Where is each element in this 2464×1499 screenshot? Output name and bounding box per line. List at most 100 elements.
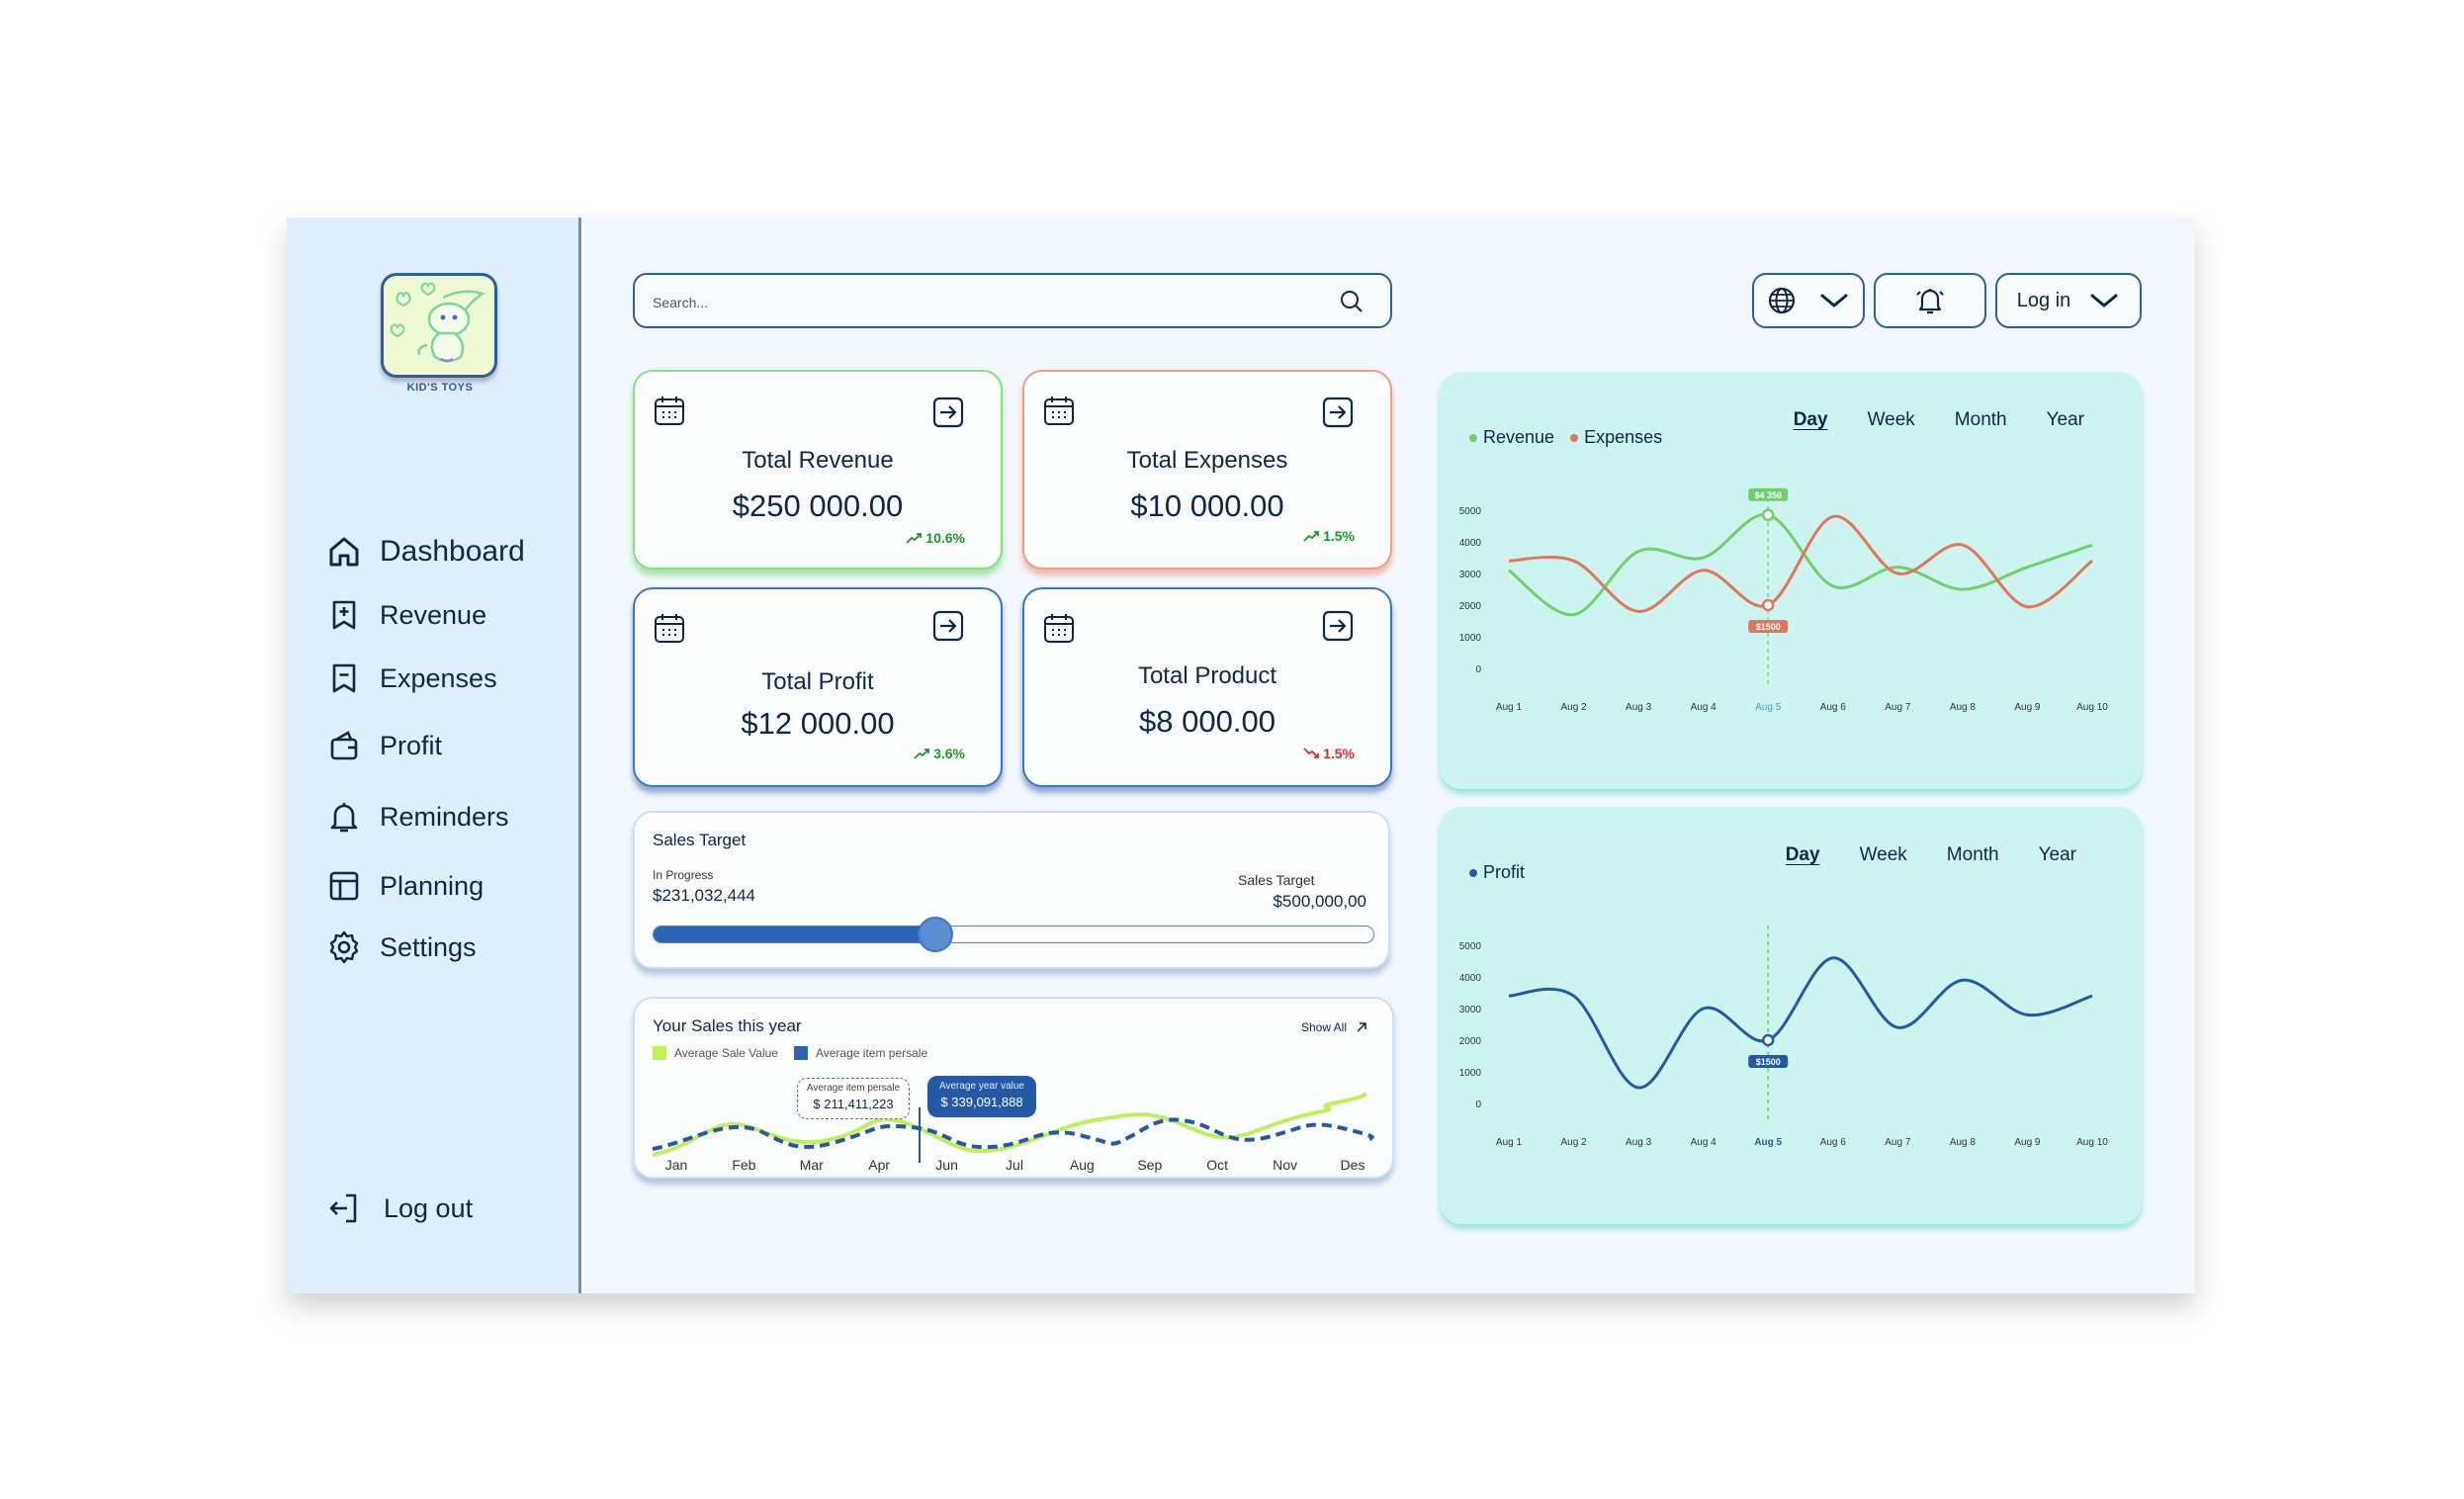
month-label: Mar <box>799 1157 824 1173</box>
card-title: Total Revenue <box>742 447 894 474</box>
change-badge: 1.5% <box>1303 528 1355 544</box>
highlight-point <box>1761 508 1775 522</box>
tooltip-label: Average item persale <box>806 1083 901 1094</box>
brand-logo[interactable] <box>381 273 497 378</box>
highlight-point <box>1761 1033 1775 1047</box>
layout-icon <box>329 871 359 901</box>
change-badge: 3.6% <box>914 746 965 761</box>
trend-down-icon <box>1303 748 1319 758</box>
sidebar-item-dashboard[interactable]: Dashboard <box>326 534 525 570</box>
tooltip-average-item: Average item persale $ 211,411,223 <box>797 1078 910 1119</box>
open-arrow-icon[interactable] <box>1321 609 1355 643</box>
card-value: $10 000.00 <box>1130 488 1284 523</box>
card-title: Total Profit <box>761 668 874 695</box>
home-icon <box>329 537 359 567</box>
open-arrow-icon[interactable] <box>931 396 965 429</box>
sidebar-item-expenses[interactable]: Expenses <box>326 661 497 696</box>
language-dropdown[interactable] <box>1752 273 1865 328</box>
tab-month[interactable]: Month <box>1946 844 1999 865</box>
calendar-icon <box>655 614 684 643</box>
x-tick-label: Aug 8 <box>1950 1137 1977 1148</box>
tooltip-value: $ 211,411,223 <box>813 1097 894 1111</box>
tab-year[interactable]: Year <box>2038 844 2076 865</box>
legend-item-profit: Profit <box>1469 862 1525 883</box>
series-line-expenses <box>1508 514 2093 613</box>
x-tick-label: Aug 1 <box>1496 1137 1523 1148</box>
sidebar-item-revenue[interactable]: Revenue <box>326 597 486 633</box>
month-label: Jul <box>1006 1157 1023 1173</box>
tab-day[interactable]: Day <box>1785 844 1820 865</box>
tooltip-label: Average year value <box>939 1081 1024 1092</box>
month-label: Feb <box>732 1157 756 1173</box>
chart-legend: Profit <box>1469 862 1525 883</box>
tab-week[interactable]: Week <box>1867 409 1915 430</box>
series-line-revenue <box>1508 513 2093 617</box>
progress-track[interactable] <box>653 917 1374 952</box>
sales-target-value: $500,000,00 <box>1273 892 1366 911</box>
tab-year[interactable]: Year <box>2046 409 2084 430</box>
total-profit-card[interactable]: Total Profit $12 000.00 3.6% <box>633 587 1003 787</box>
progress-slider-thumb[interactable] <box>917 917 953 952</box>
tab-day[interactable]: Day <box>1793 409 1828 430</box>
change-value: 1.5% <box>1323 528 1355 544</box>
gear-icon <box>329 930 359 964</box>
search-input[interactable] <box>651 289 1327 316</box>
chevron-down-icon <box>2090 294 2118 308</box>
sales-target-label: Sales Target <box>1238 872 1315 888</box>
total-revenue-card[interactable]: Total Revenue $250 000.00 10.6% <box>633 370 1003 570</box>
x-tick-label: Aug 10 <box>2076 702 2108 713</box>
change-value: 10.6% <box>925 530 965 546</box>
y-tick-label: 3000 <box>1459 1005 1482 1015</box>
sales-target-panel: Sales Target In Progress $231,032,444 Sa… <box>633 811 1390 969</box>
month-label: Jun <box>935 1157 958 1173</box>
y-tick-label: 1000 <box>1459 1068 1482 1079</box>
sidebar-item-label: Settings <box>380 931 477 962</box>
value-badge <box>1748 487 1789 501</box>
in-progress-label: In Progress <box>653 868 714 882</box>
total-product-card[interactable]: Total Product $8 000.00 1.5% <box>1022 587 1392 787</box>
bookmark-minus-icon <box>332 663 356 693</box>
search-bar[interactable] <box>633 273 1392 328</box>
sidebar-item-profit[interactable]: Profit <box>326 728 442 763</box>
y-tick-label: 3000 <box>1459 570 1482 580</box>
sidebar-item-settings[interactable]: Settings <box>326 929 477 965</box>
tooltip-value: $ 339,091,888 <box>940 1095 1023 1109</box>
sidebar-item-reminders[interactable]: Reminders <box>326 799 509 835</box>
tooltip-average-year: Average year value $ 339,091,888 <box>927 1076 1036 1117</box>
yearly-sales-legend: Average Sale Value Average item persale <box>653 1046 927 1060</box>
open-arrow-icon[interactable] <box>1321 396 1355 429</box>
dashboard-window: KID'S TOYS Dashboard Revenue Expenses <box>287 218 2195 1293</box>
panel-title: Your Sales this year <box>653 1016 802 1035</box>
calendar-icon <box>655 397 684 425</box>
open-arrow-icon[interactable] <box>931 609 965 643</box>
notifications-button[interactable] <box>1874 273 1986 328</box>
x-tick-label: Aug 5 <box>1755 702 1782 713</box>
average-item-persale-line <box>652 1117 1374 1151</box>
yearly-sales-panel: Your Sales this year Show All Average Sa… <box>633 997 1394 1179</box>
x-tick-label: Aug 7 <box>1885 702 1911 713</box>
tab-week[interactable]: Week <box>1859 844 1907 865</box>
sidebar-item-planning[interactable]: Planning <box>326 868 484 904</box>
search-icon[interactable] <box>1339 289 1364 314</box>
period-tabs: Day Week Month Year <box>1754 409 2084 431</box>
login-label: Log in <box>2016 289 2071 311</box>
legend-label: Profit <box>1483 862 1526 882</box>
y-tick-label: 1000 <box>1459 633 1482 644</box>
x-tick-label: Aug 9 <box>2014 702 2041 713</box>
logout-button[interactable]: Log out <box>326 1190 473 1226</box>
card-value: $12 000.00 <box>741 706 895 741</box>
yearly-sales-chart <box>652 1092 1374 1163</box>
chart-legend: Revenue Expenses <box>1469 427 1662 448</box>
value-badge-label: $1500 <box>1756 1057 1781 1067</box>
bell-icon <box>330 803 358 833</box>
sidebar-item-label: Planning <box>380 870 484 901</box>
x-tick-label: Aug 6 <box>1820 702 1847 713</box>
total-expenses-card[interactable]: Total Expenses $10 000.00 1.5% <box>1022 370 1392 570</box>
in-progress-value: $231,032,444 <box>653 886 755 905</box>
login-dropdown[interactable]: Log in <box>1995 273 2142 328</box>
tab-month[interactable]: Month <box>1954 409 2007 430</box>
trend-up-icon <box>1303 531 1319 542</box>
logout-label: Log out <box>384 1192 474 1223</box>
y-tick-label: 0 <box>1475 1100 1481 1110</box>
show-all-link[interactable]: Show All <box>1301 1020 1368 1034</box>
